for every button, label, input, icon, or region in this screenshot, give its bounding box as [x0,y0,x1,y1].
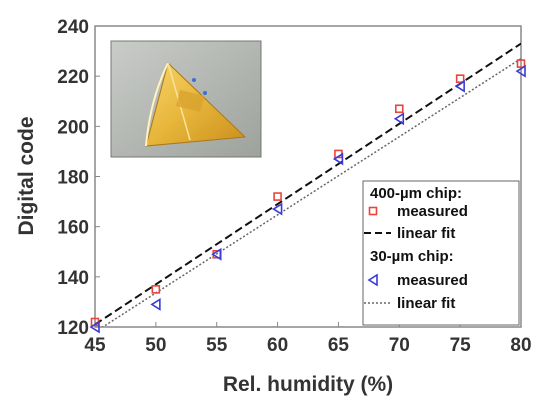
legend-heading-400um: 400-µm chip: [370,185,462,202]
point-400um-measured [516,59,526,68]
x-tick-label: 55 [206,335,228,356]
legend-heading-30um: 30-µm chip: [370,248,454,265]
point-400um-measured [151,285,161,294]
fit-line-dashed [95,42,521,326]
point-30um-measured [515,64,526,78]
fit-line-dotted [101,57,521,327]
y-tick-label: 240 [57,17,89,38]
chip-photo-inset [110,40,262,158]
y-tick-label: 180 [57,168,89,189]
point-30um-measured [211,247,222,261]
legend-label-measured-400um: measured [397,203,468,220]
point-400um-measured [273,192,282,201]
fit-lines-layer [95,42,521,327]
point-30um-measured [272,202,283,216]
x-tick-label: 60 [267,335,288,356]
point-30um-measured [332,152,344,166]
legend-marker-triangle [367,273,378,287]
legend-label-measured-30um: measured [397,272,468,289]
y-tick-label: 140 [57,268,89,289]
legend-box [362,180,520,326]
point-400um-measured [394,104,404,114]
point-30um-measured [393,112,405,126]
y-tick-label: 160 [57,218,89,239]
legend: 400-µm chip: measured linear fit 30-µm c… [362,180,520,326]
y-tick-label: 120 [57,318,89,339]
y-tick-label: 220 [57,67,89,88]
x-axis-title: Rel. humidity (%) [223,373,393,396]
ticks-layer: 45 50 55 60 65 70 75 80 120 140 160 180 200 220 240 [57,17,531,356]
points-layer [89,59,526,334]
x-tick-label: 45 [84,335,106,356]
point-30um-measured [89,320,100,334]
y-axis-title: Digital code [15,116,38,235]
x-tick-label: 65 [328,335,350,356]
point-30um-measured [454,79,465,93]
x-tick-label: 75 [450,335,472,356]
x-tick-label: 50 [145,335,166,356]
point-30um-measured [150,297,161,311]
x-tick-label: 70 [389,335,410,356]
y-tick-label: 200 [57,117,89,138]
legend-marker-square [368,206,378,216]
legend-label-fit-400um: linear fit [397,225,455,242]
x-tick-label: 80 [510,335,531,356]
point-400um-measured [455,74,465,83]
legend-label-fit-30um: linear fit [397,295,455,312]
